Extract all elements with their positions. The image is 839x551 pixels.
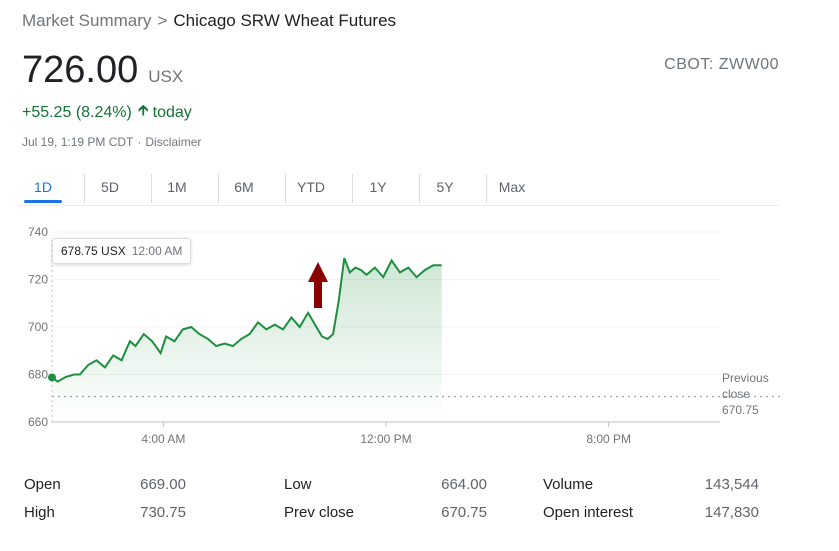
x-axis: 4:00 AM 12:00 PM 8:00 PM xyxy=(141,422,631,446)
tab-max[interactable]: Max xyxy=(486,174,537,203)
price-tooltip: 678.75 USX 12:00 AM xyxy=(52,238,192,264)
previous-close-label: Previous close 670.75 xyxy=(722,370,769,418)
up-arrow-icon: 🡱 xyxy=(137,102,149,119)
y-tick-label: 700 xyxy=(28,320,48,334)
breadcrumb-separator: > xyxy=(157,11,168,30)
stat-label-prev-close: Prev close xyxy=(284,503,355,521)
x-tick-label: 8:00 PM xyxy=(586,432,631,446)
stat-value-open: 669.00 xyxy=(140,475,186,493)
tab-5d[interactable]: 5D xyxy=(84,174,135,203)
tab-ytd[interactable]: YTD xyxy=(285,174,336,203)
y-axis: 660 680 700 720 740 xyxy=(28,225,48,429)
price-row: 726.00 USX xyxy=(22,49,183,92)
hover-point xyxy=(48,373,56,382)
breadcrumb-root[interactable]: Market Summary xyxy=(22,11,152,30)
y-tick-label: 720 xyxy=(28,273,48,287)
timestamp: Jul 19, 1:19 PM CDT · Disclaimer xyxy=(22,135,201,149)
x-tick-label: 12:00 PM xyxy=(360,432,411,446)
change-value: +55.25 (8.24%) xyxy=(22,103,132,121)
y-tick-label: 660 xyxy=(28,415,48,429)
currency-unit: USX xyxy=(148,67,184,86)
tab-1y[interactable]: 1Y xyxy=(352,174,403,203)
current-price: 726.00 xyxy=(22,49,139,91)
stat-label-low: Low xyxy=(284,475,312,493)
x-tick-label: 4:00 AM xyxy=(141,432,185,446)
tab-1d[interactable]: 1D xyxy=(18,174,68,203)
price-change: +55.25 (8.24%) 🡱 today xyxy=(22,100,192,125)
tooltip-price: 678.75 USX xyxy=(61,244,126,258)
price-line xyxy=(51,257,442,383)
y-tick-label: 680 xyxy=(28,368,48,382)
tab-5y[interactable]: 5Y xyxy=(419,174,470,203)
stat-label-open-interest: Open interest xyxy=(543,503,634,521)
stat-value-high: 730.75 xyxy=(140,503,186,521)
price-chart[interactable]: 660 680 700 720 740 4:00 AM 12:00 PM 8:00 PM xyxy=(0,210,839,450)
y-tick-label: 740 xyxy=(28,225,48,239)
tab-6m[interactable]: 6M xyxy=(218,174,269,203)
breadcrumb-current: Chicago SRW Wheat Futures xyxy=(173,11,397,30)
stat-value-prev-close: 670.75 xyxy=(441,503,487,521)
prev-close-value: 670.75 xyxy=(722,403,759,417)
disclaimer-link[interactable]: Disclaimer xyxy=(145,135,202,149)
timestamp-separator: · xyxy=(137,135,142,149)
stats-table: Open 669.00 Low 664.00 Volume 143,544 Hi… xyxy=(24,470,764,526)
change-period: today xyxy=(152,103,192,121)
tab-1m[interactable]: 1M xyxy=(151,174,202,203)
stat-label-high: High xyxy=(24,503,55,521)
prev-close-line1: Previous xyxy=(722,371,769,385)
prev-close-line2: close xyxy=(722,387,751,401)
range-tabs: 1D 5D 1M 6M YTD 1Y 5Y Max xyxy=(18,174,537,203)
stat-value-low: 664.00 xyxy=(441,475,487,493)
stat-value-open-interest: 147,830 xyxy=(704,503,759,521)
stats-row: Open 669.00 Low 664.00 Volume 143,544 xyxy=(24,470,764,498)
stat-label-volume: Volume xyxy=(543,475,594,493)
tooltip-time: 12:00 AM xyxy=(131,244,183,258)
tabs-divider xyxy=(18,205,779,206)
timestamp-time: Jul 19, 1:19 PM CDT xyxy=(22,135,134,149)
price-area-fill xyxy=(52,258,442,422)
exchange-ticker: CBOT: ZWW00 xyxy=(664,56,779,73)
stat-label-open: Open xyxy=(24,475,61,493)
breadcrumb: Market Summary > Chicago SRW Wheat Futures xyxy=(22,11,396,31)
stats-row: High 730.75 Prev close 670.75 Open inter… xyxy=(24,498,764,526)
stat-value-volume: 143,544 xyxy=(704,475,759,493)
red-up-arrow-annotation xyxy=(308,262,328,308)
